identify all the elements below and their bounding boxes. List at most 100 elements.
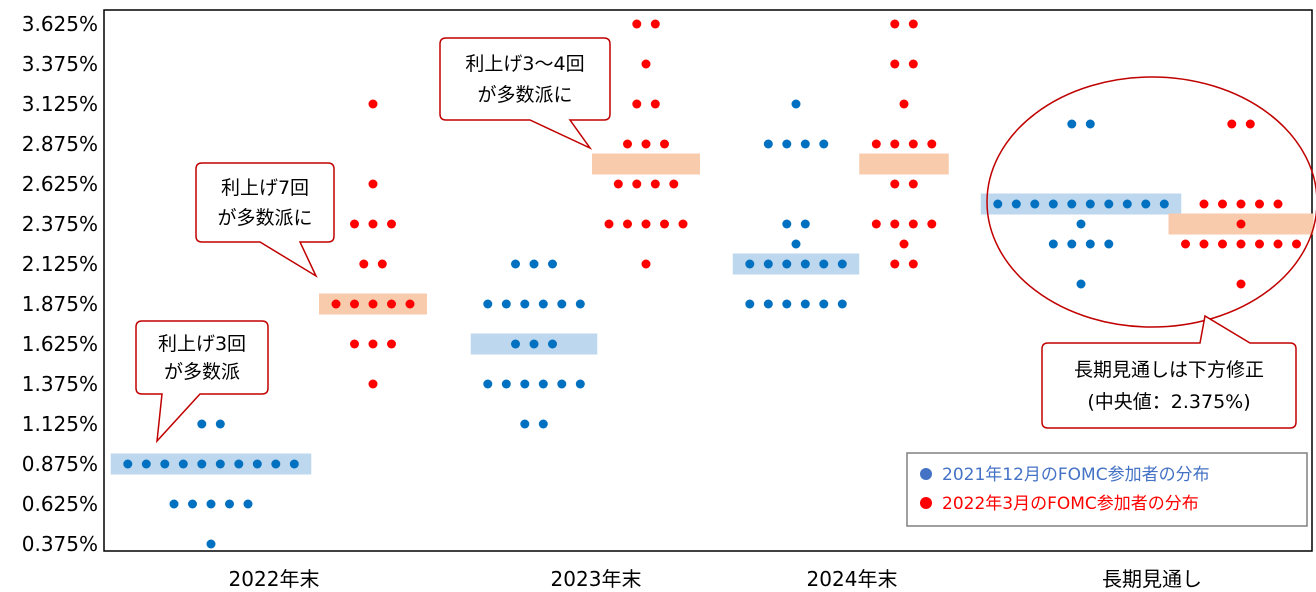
dot-point [178,459,188,469]
y-tick-label: 1.125% [22,412,98,436]
dot-point [819,299,829,309]
callout-3-line-2: が多数派に [477,84,572,106]
dot-point [819,259,829,269]
dot-point [206,539,216,549]
dot-point [1218,199,1227,209]
dot-point [538,379,548,389]
long-run-highlight-ellipse [986,76,1316,328]
dot-point [623,219,632,229]
x-tick-label: 2022年末 [229,567,320,591]
dot-point [350,219,359,229]
dot-point [800,219,810,229]
dot-point [520,379,530,389]
dot-point [660,219,669,229]
dot-point [511,259,520,269]
callout-4-line-1: 長期見通しは下方修正 [1074,359,1264,381]
y-axis-tick-labels: 3.625% 3.375% 3.125% 2.875% 2.625% 2.375% 2.12… [22,12,98,556]
y-tick-label: 1.875% [22,292,98,316]
dot-point [160,459,170,469]
dot-point [501,299,511,309]
dot-point [1104,199,1114,209]
dot-point [501,379,511,389]
dot-point [368,339,378,349]
dot-point [641,259,651,269]
dot-point [225,499,234,509]
dot-point [123,459,133,469]
dot-point [1292,239,1301,249]
dot-point [632,19,642,29]
dot-point [800,259,810,269]
median-bar [592,153,700,175]
dot-point [837,259,847,269]
dot-point [837,299,847,309]
dot-point [908,19,918,29]
legend-marker-mar-2022 [920,497,932,509]
dot-point [1227,119,1237,129]
dot-point [252,459,262,469]
legend: 2021年12月のFOMC参加者の分布 2022年3月のFOMC参加者の分布 [906,452,1308,527]
dot-point [1076,279,1086,289]
dot-point [529,259,539,269]
x-tick-label: 長期見通し [1102,567,1202,591]
dot-point [350,299,359,309]
dot-point [871,219,881,229]
dot-point [350,339,359,349]
dot-point [763,139,773,149]
dot-point [215,419,225,429]
dot-point [1048,239,1058,249]
dot-marks [123,19,1301,549]
dot-point [641,139,651,149]
dot-point [1273,199,1283,209]
callout-rate-hike-7: 利上げ7回 が多数派に [195,162,335,278]
legend-box [906,452,1308,527]
y-tick-label: 3.125% [22,92,98,116]
median-bars [110,153,1314,475]
dot-point [782,259,792,269]
dot-point [141,459,151,469]
x-axis-tick-labels: 2022年末 2023年末 2024年末 長期見通し [229,567,1202,591]
dot-point [632,179,642,189]
dot-point [197,419,207,429]
callout-2-line-1: 利上げ7回 [221,177,309,199]
dot-point [871,139,881,149]
dot-point [1236,239,1246,249]
dot-point [908,259,918,269]
dot-point [1085,199,1095,209]
dot-point [1236,199,1246,209]
dot-point [1067,119,1077,129]
dot-point [368,219,378,229]
dot-point [890,139,900,149]
dot-point [271,459,281,469]
dot-point [650,99,660,109]
plot-area-frame [103,9,1313,552]
dot-point [1048,199,1058,209]
dot-point [1199,199,1209,209]
dot-point [782,299,792,309]
y-tick-label: 1.625% [22,332,98,356]
dot-point [557,299,567,309]
legend-marker-dec-2021 [920,468,932,480]
dot-point [899,99,909,109]
dot-point [538,299,548,309]
dot-point [1067,199,1077,209]
dot-point [669,179,679,189]
dot-point [927,219,937,229]
y-tick-label: 2.125% [22,252,98,276]
dot-point [1076,219,1086,229]
dot-point [745,259,755,269]
dot-point [899,239,909,249]
dot-point [890,259,900,269]
dot-point [745,299,755,309]
dot-point [1181,239,1190,249]
dot-point [650,19,660,29]
dot-point [234,459,244,469]
dot-point [197,459,207,469]
y-tick-label: 2.875% [22,132,98,156]
y-tick-label: 0.875% [22,452,98,476]
y-tick-label: 1.375% [22,372,98,396]
callout-3-line-1: 利上げ3〜4回 [465,53,584,75]
dot-point [520,299,530,309]
dot-point [1255,239,1264,249]
dot-point [650,179,660,189]
dot-point [678,219,688,229]
